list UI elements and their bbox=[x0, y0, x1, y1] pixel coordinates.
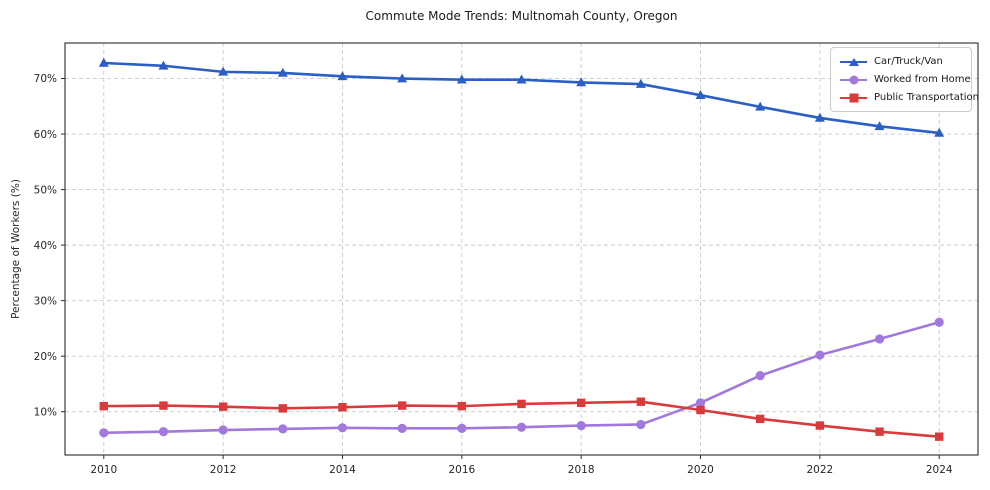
data-point-worked-from-home-2014 bbox=[337, 423, 348, 433]
x-tick-label-2020: 2020 bbox=[687, 464, 714, 476]
x-tick-label-2018: 2018 bbox=[568, 464, 595, 476]
data-point-public-transportation-2024 bbox=[935, 432, 944, 441]
data-point-public-transportation-2023 bbox=[875, 427, 884, 436]
legend-item-worked-from-home: Worked from Home bbox=[840, 73, 971, 86]
x-tick-label-2024: 2024 bbox=[926, 464, 953, 476]
data-point-worked-from-home-2013 bbox=[278, 424, 288, 434]
x-tick-label-2022: 2022 bbox=[806, 464, 833, 476]
data-point-public-transportation-2015 bbox=[397, 401, 407, 410]
x-tick-label-2012: 2012 bbox=[210, 464, 237, 476]
data-point-public-transportation-2018 bbox=[576, 398, 586, 408]
x-tick-label-2014: 2014 bbox=[329, 464, 356, 476]
data-point-car-truck-van-2023 bbox=[874, 121, 885, 131]
data-point-public-transportation-2013 bbox=[278, 404, 288, 413]
data-point-car-truck-van-2013 bbox=[277, 67, 288, 77]
data-point-worked-from-home-2024 bbox=[934, 317, 944, 327]
data-point-public-transportation-2021 bbox=[755, 414, 765, 424]
data-point-public-transportation-2011 bbox=[159, 401, 168, 410]
legend-sample-circle-icon bbox=[840, 74, 867, 86]
data-point-public-transportation-2022 bbox=[815, 421, 825, 430]
x-tick-label-2016: 2016 bbox=[448, 464, 475, 476]
data-point-worked-from-home-2010 bbox=[99, 428, 109, 438]
data-point-car-truck-van-2010 bbox=[98, 57, 109, 67]
y-axis-label: Percentage of Workers (%) bbox=[10, 179, 22, 319]
data-point-car-truck-van-2020 bbox=[695, 89, 706, 99]
data-point-car-truck-van-2021 bbox=[755, 101, 766, 111]
data-point-public-transportation-2020 bbox=[696, 405, 705, 415]
series-line-car-truck-van bbox=[102, 61, 941, 135]
data-point-public-transportation-2019 bbox=[636, 397, 646, 406]
x-tick-label-2010: 2010 bbox=[90, 464, 117, 476]
data-point-worked-from-home-2018 bbox=[576, 420, 586, 431]
data-point-worked-from-home-2011 bbox=[158, 427, 169, 437]
legend-item-public-transportation: Public Transportation bbox=[840, 91, 979, 104]
data-point-car-truck-van-2022 bbox=[814, 112, 825, 122]
y-tick-label-40: 40% bbox=[34, 240, 57, 252]
y-tick-label-30: 30% bbox=[34, 295, 57, 307]
data-point-public-transportation-2010 bbox=[99, 401, 108, 411]
legend-sample-triangle-icon bbox=[840, 56, 867, 68]
data-point-worked-from-home-2020 bbox=[695, 398, 706, 408]
data-point-public-transportation-2017 bbox=[517, 399, 526, 409]
data-point-worked-from-home-2012 bbox=[218, 425, 228, 435]
data-point-car-truck-van-2024 bbox=[934, 127, 945, 137]
data-point-worked-from-home-2019 bbox=[636, 419, 646, 430]
legend-label: Worked from Home bbox=[874, 74, 971, 85]
y-tick-label-10: 10% bbox=[34, 406, 57, 418]
data-point-worked-from-home-2022 bbox=[815, 350, 825, 360]
data-point-car-truck-van-2017 bbox=[516, 74, 527, 84]
data-point-car-truck-van-2014 bbox=[337, 71, 348, 81]
legend-item-car-truck-van: Car/Truck/Van bbox=[840, 55, 963, 68]
data-point-worked-from-home-2017 bbox=[516, 422, 527, 432]
data-point-worked-from-home-2016 bbox=[457, 423, 467, 433]
y-tick-label-60: 60% bbox=[34, 129, 57, 141]
data-point-car-truck-van-2012 bbox=[218, 66, 229, 76]
data-point-public-transportation-2016 bbox=[457, 401, 467, 411]
plot-border bbox=[64, 42, 979, 456]
legend-label: Car/Truck/Van bbox=[874, 56, 943, 67]
legend-label: Public Transportation bbox=[874, 92, 979, 103]
data-point-worked-from-home-2023 bbox=[874, 334, 885, 344]
data-point-car-truck-van-2018 bbox=[576, 77, 587, 87]
data-point-car-truck-van-2011 bbox=[158, 60, 169, 70]
y-tick-label-50: 50% bbox=[34, 184, 57, 196]
data-point-car-truck-van-2016 bbox=[456, 74, 467, 84]
data-point-worked-from-home-2021 bbox=[755, 370, 765, 381]
y-tick-label-20: 20% bbox=[34, 351, 57, 363]
y-tick-label-70: 70% bbox=[34, 73, 57, 85]
legend-sample-square-icon bbox=[840, 92, 867, 104]
data-point-public-transportation-2014 bbox=[338, 403, 347, 412]
data-point-car-truck-van-2019 bbox=[635, 78, 646, 88]
legend: Car/Truck/Van Worked from Home Public Tran… bbox=[830, 47, 979, 112]
chart-title: Commute Mode Trends: Multnomah County, O… bbox=[365, 9, 678, 23]
data-point-worked-from-home-2015 bbox=[397, 423, 407, 433]
data-point-car-truck-van-2015 bbox=[397, 73, 408, 83]
series-line-worked-from-home bbox=[102, 320, 941, 435]
data-point-public-transportation-2012 bbox=[218, 402, 228, 411]
